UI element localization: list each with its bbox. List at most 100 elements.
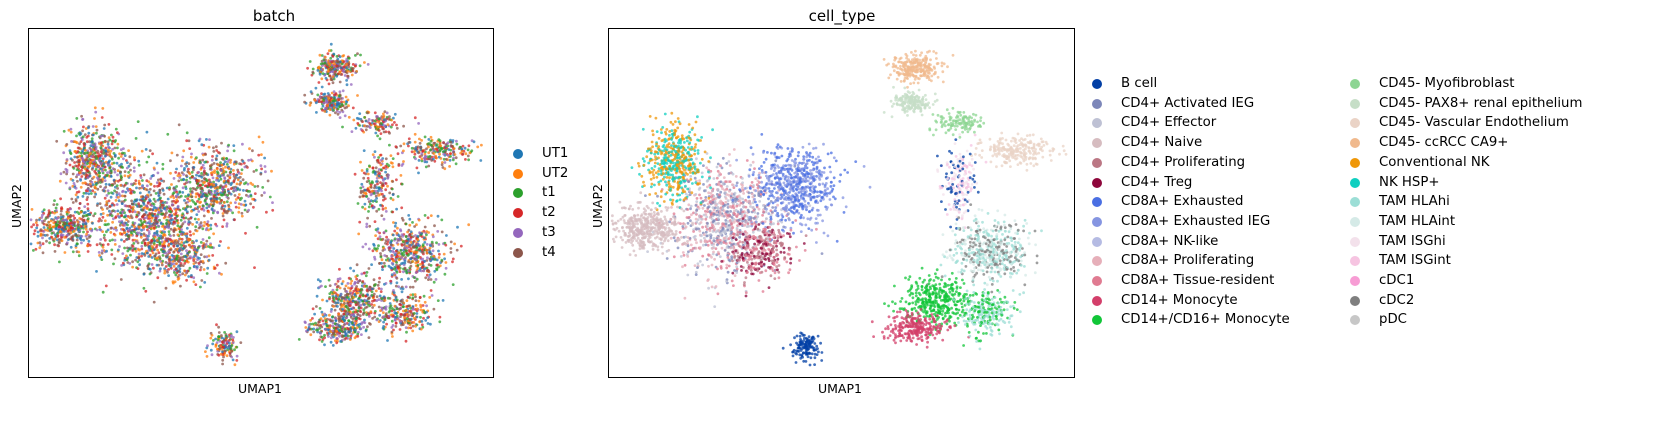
scatter-point [210, 173, 214, 177]
scatter-point [223, 201, 226, 204]
scatter-point [423, 300, 427, 304]
scatter-point [117, 196, 120, 199]
scatter-point [327, 278, 331, 282]
scatter-point [197, 197, 201, 201]
scatter-point [370, 287, 374, 291]
scatter-point [41, 236, 44, 240]
scatter-point [127, 164, 131, 168]
scatter-point [137, 163, 141, 167]
scatter-point [359, 186, 363, 190]
scatter-point [441, 299, 445, 302]
scatter-point [226, 193, 230, 197]
scatter-point [99, 161, 103, 165]
scatter-point [185, 181, 188, 185]
scatter-point [118, 152, 121, 156]
scatter-point [421, 261, 424, 264]
scatter-point [391, 198, 395, 202]
scatter-point [126, 249, 130, 253]
scatter-point [185, 234, 189, 238]
scatter-point [343, 319, 346, 322]
scatter-point [411, 235, 415, 239]
scatter-point [130, 202, 134, 206]
scatter-point [347, 276, 351, 280]
scatter-point [91, 143, 95, 147]
scatter-point [79, 185, 83, 189]
scatter-point [405, 252, 409, 255]
scatter-point [93, 106, 97, 110]
scatter-point [184, 201, 188, 205]
scatter-point [161, 236, 165, 239]
scatter-point [375, 180, 378, 183]
scatter-point [160, 209, 163, 213]
scatter-point [67, 229, 70, 233]
scatter-point [427, 145, 430, 149]
scatter-point [142, 232, 146, 236]
scatter-point [29, 218, 33, 222]
scatter-point [366, 216, 369, 220]
scatter-point [86, 196, 89, 199]
scatter-point [75, 141, 79, 145]
scatter-point [239, 203, 243, 206]
scatter-point [34, 221, 38, 225]
scatter-point [169, 159, 172, 163]
scatter-point [94, 110, 98, 114]
scatter-point [164, 251, 168, 255]
scatter-point [319, 279, 322, 283]
scatter-point [212, 180, 216, 184]
scatter-point [423, 241, 427, 244]
scatter-point [119, 174, 123, 178]
scatter-point [336, 284, 340, 288]
scatter-point [423, 225, 427, 229]
scatter-point [186, 205, 189, 209]
scatter-point [400, 252, 404, 255]
scatter-point [77, 132, 81, 135]
scatter-point [139, 235, 143, 239]
scatter-point [426, 216, 430, 220]
scatter-point [105, 203, 108, 206]
scatter-point [338, 90, 342, 94]
scatter-point [358, 112, 362, 115]
scatter-point [257, 135, 261, 139]
scatter-point [405, 299, 409, 302]
scatter-point [49, 228, 53, 232]
scatter-point [175, 254, 179, 257]
scatter-point [387, 173, 390, 177]
scatter-point [212, 162, 216, 165]
scatter-point [185, 249, 188, 253]
scatter-point [197, 210, 201, 213]
scatter-point [398, 328, 402, 331]
scatter-point [328, 292, 332, 295]
scatter-point [130, 199, 133, 203]
scatter-point [371, 317, 374, 320]
scatter-point [70, 140, 73, 143]
scatter-point [135, 231, 139, 235]
scatter-point [304, 326, 308, 329]
scatter-point [128, 155, 132, 159]
scatter-point [48, 223, 52, 227]
scatter-point [380, 287, 383, 291]
scatter-point [408, 233, 412, 236]
scatter-point [435, 143, 439, 147]
scatter-point [393, 121, 396, 124]
scatter-point [96, 180, 100, 184]
scatter-point [343, 287, 347, 291]
scatter-point [344, 310, 348, 314]
scatter-point [58, 260, 61, 264]
scatter-point [169, 171, 172, 175]
scatter-point [144, 148, 148, 151]
scatter-point [429, 278, 433, 281]
scatter-point [379, 252, 382, 255]
scatter-point [184, 195, 188, 198]
scatter-point [52, 203, 56, 207]
scatter-point [428, 155, 432, 158]
scatter-point [369, 310, 373, 313]
scatter-point [156, 248, 159, 252]
scatter-point [227, 143, 231, 147]
scatter-point [332, 106, 336, 110]
scatter-point [188, 266, 192, 270]
scatter-point [135, 215, 138, 219]
scatter-point [329, 68, 332, 72]
scatter-point [89, 192, 93, 195]
scatter-point [189, 155, 193, 159]
scatter-point [133, 225, 136, 229]
